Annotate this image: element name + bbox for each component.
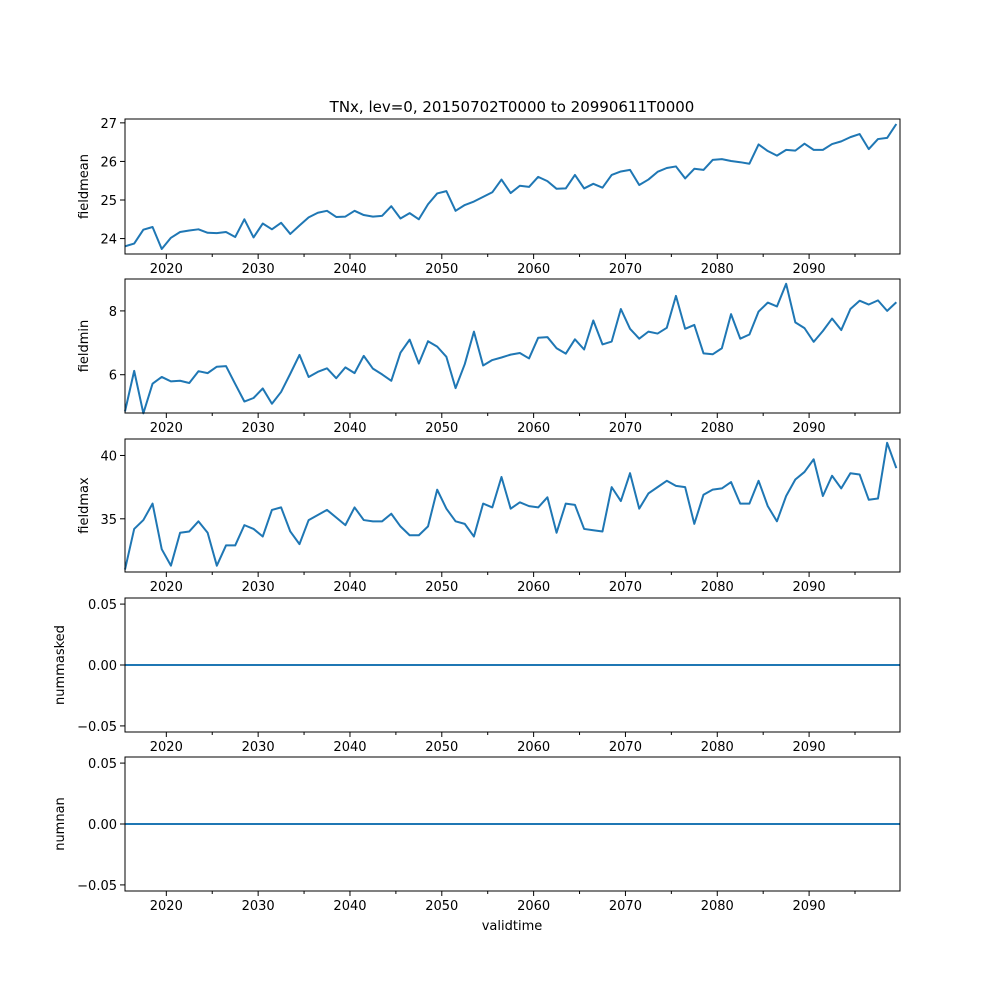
x-tick-label: 2040: [333, 262, 366, 277]
x-tick-label: 2070: [609, 262, 642, 277]
x-tick-label: 2060: [517, 740, 550, 755]
x-tick-label: 2070: [609, 421, 642, 436]
y-tick-label: 24: [100, 233, 117, 248]
y-axis-label: numnan: [53, 797, 68, 851]
y-axis-label: fieldmax: [77, 477, 92, 534]
y-tick-label: 0.00: [88, 659, 117, 674]
x-tick-label: 2030: [242, 580, 275, 595]
y-axis-label: fieldmin: [77, 320, 92, 373]
y-axis-label: nummasked: [53, 625, 68, 705]
series-line-fieldmean: [124, 123, 898, 250]
y-tick-label: 25: [100, 194, 117, 209]
x-tick-label: 2040: [333, 421, 366, 436]
x-tick-label: 2040: [333, 899, 366, 914]
x-axis-label: validtime: [482, 919, 543, 934]
y-tick-label: 27: [100, 117, 117, 132]
x-tick-label: 2050: [425, 899, 458, 914]
x-tick-label: 2070: [609, 580, 642, 595]
x-tick-label: 2020: [150, 421, 183, 436]
axes-frame: [124, 278, 901, 414]
x-tick-label: 2080: [701, 899, 734, 914]
x-tick-label: 2090: [793, 421, 826, 436]
y-tick-label: 0.05: [88, 598, 117, 613]
subplot-nummasked: 2020 2030 2040 2050 2060 2070 2080 2090 −0.05 0.0…: [53, 597, 901, 755]
x-tick-label: 2060: [517, 899, 550, 914]
y-tick-label: 6: [109, 369, 117, 384]
series-line-fieldmin: [124, 282, 898, 415]
axes-frame: [124, 118, 901, 255]
y-tick-label: 40: [100, 449, 117, 464]
x-tick-label: 2020: [150, 899, 183, 914]
x-tick-label: 2070: [609, 740, 642, 755]
y-tick-label: 26: [100, 155, 117, 170]
x-tick-label: 2050: [425, 740, 458, 755]
x-tick-label: 2030: [242, 262, 275, 277]
x-tick-label: 2030: [242, 421, 275, 436]
x-tick-label: 2080: [701, 421, 734, 436]
x-tick-label: 2030: [242, 740, 275, 755]
x-tick-label: 2070: [609, 899, 642, 914]
x-tick-label: 2080: [701, 580, 734, 595]
x-tick-label: 2060: [517, 421, 550, 436]
x-tick-label: 2090: [793, 580, 826, 595]
x-tick-label: 2030: [242, 899, 275, 914]
subplots: 2020 2030 2040 2050 2060 2070 2080 2090 24 25 26 27…: [53, 117, 901, 914]
x-tick-label: 2050: [425, 421, 458, 436]
figure-title: TNx, lev=0, 20150702T0000 to 20990611T00…: [329, 98, 695, 116]
x-tick-label: 2050: [425, 580, 458, 595]
y-tick-label: −0.05: [77, 879, 117, 894]
x-tick-label: 2050: [425, 262, 458, 277]
subplot-fieldmin: 2020 2030 2040 2050 2060 2070 2080 2090 6 8 fieldm…: [77, 278, 901, 436]
y-tick-label: 0.00: [88, 818, 117, 833]
x-tick-label: 2060: [517, 580, 550, 595]
x-tick-label: 2090: [793, 740, 826, 755]
series-line-fieldmax: [124, 441, 898, 570]
subplot-numnan: 2020 2030 2040 2050 2060 2070 2080 2090 −0.05 0.0…: [53, 756, 901, 914]
y-tick-label: 8: [109, 305, 117, 320]
x-tick-label: 2090: [793, 899, 826, 914]
subplot-fieldmean: 2020 2030 2040 2050 2060 2070 2080 2090 24 25 26 27…: [77, 117, 901, 277]
y-tick-label: 35: [100, 513, 117, 528]
x-tick-label: 2040: [333, 740, 366, 755]
x-tick-label: 2020: [150, 262, 183, 277]
x-tick-label: 2020: [150, 580, 183, 595]
x-tick-label: 2080: [701, 740, 734, 755]
y-tick-label: 0.05: [88, 757, 117, 772]
y-tick-label: −0.05: [77, 720, 117, 735]
x-tick-label: 2080: [701, 262, 734, 277]
y-axis-label: fieldmean: [77, 154, 92, 219]
subplot-fieldmax: 2020 2030 2040 2050 2060 2070 2080 2090 35 40 fiel…: [77, 438, 901, 595]
x-tick-label: 2020: [150, 740, 183, 755]
axes-frame: [124, 438, 901, 573]
x-tick-label: 2060: [517, 262, 550, 277]
x-tick-label: 2090: [793, 262, 826, 277]
x-tick-label: 2040: [333, 580, 366, 595]
